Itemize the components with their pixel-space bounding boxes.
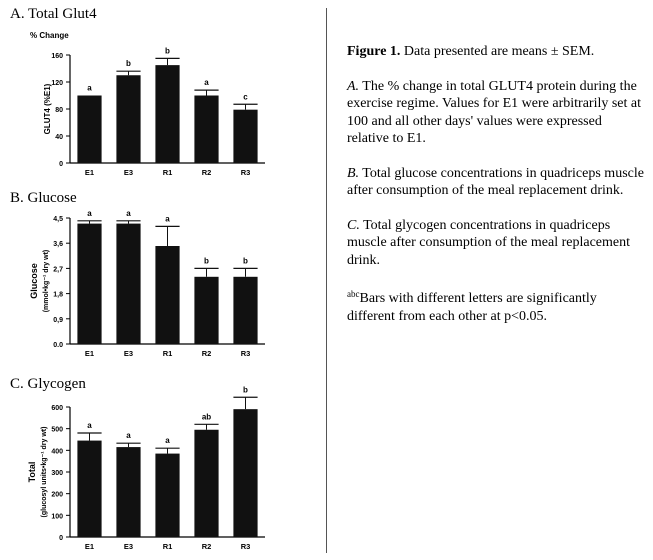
y-tick-label: 0 [59,161,63,168]
bar [155,453,180,537]
significance-letter: c [243,92,248,101]
y-tick-label: 100 [51,513,63,520]
bar [194,276,219,344]
x-tick-label: E3 [124,168,133,177]
significance-letter: a [87,421,92,430]
y-tick-label: 500 [51,427,63,434]
y-tick-label: 40 [55,134,63,141]
x-tick-label: R1 [163,168,173,177]
y-tick-label: 400 [51,448,63,455]
panel-c-title: C. Glycogen [10,376,86,392]
bar [155,65,180,163]
bar [116,223,141,344]
caption-b-text: Total glucose concentrations in quadrice… [347,165,644,199]
y-tick-label: 300 [51,470,63,477]
x-tick-label: E1 [85,542,94,551]
y-tick-label: 0,9 [53,317,63,324]
significance-letter: b [165,46,170,55]
y-tick-label: 80 [55,107,63,114]
y-axis-label-line2: (mmol•kg⁻¹ dry wt) [43,250,50,313]
bar [116,447,141,537]
x-tick-label: R2 [202,349,212,358]
glucose-bar-chart: 0.0 0,9 1,8 2,7 3,6 4,5 Glucose (mmol•kg⁻¹ dry … [29,209,265,358]
caption-a-text: The % change in total GLUT4 protein duri… [347,78,641,147]
caption-title-rest: Data presented are means ± SEM. [400,44,595,59]
caption-a-letter: A. [347,78,360,94]
y-axis-label-line2: (glucosyl units•kg⁻¹ dry wt) [41,427,48,518]
y-tick-label: 0.0 [53,342,63,349]
caption-a: A. The % change in total GLUT4 protein d… [347,78,647,148]
significance-letter: b [243,256,248,265]
caption-intro: Figure 1. Data presented are means ± SEM… [347,43,647,61]
caption-c-text: Total glycogen concentrations in quadric… [347,217,631,268]
significance-letter: a [165,436,170,445]
bar [77,95,102,163]
bar [194,95,219,163]
significance-letter: a [165,214,170,223]
glycogen-bar-chart: 0 100 200 300 400 500 600 Total (glucosyl units•… [27,385,265,551]
bar [233,109,258,163]
x-tick-label: R2 [202,542,212,551]
y-axis-label-line1: Glucose [29,263,39,299]
y-tick-label: 600 [51,405,63,412]
significance-letter: b [243,385,248,394]
bar [77,223,102,344]
panel-a-title: A. Total Glut4 [10,6,97,22]
y-tick-label: 3,6 [53,241,63,248]
significance-letter: a [126,431,131,440]
x-tick-label: R2 [202,168,212,177]
bar [233,409,258,537]
y-axis-label: GLUT4 (%E1) [43,83,52,134]
glut4-bar-chart: 0 40 80 120 160 % Change GLUT4 (%E1) E1 a E3 b R1 b R… [30,31,265,177]
x-tick-label: R3 [241,168,251,177]
y-tick-label: 200 [51,492,63,499]
bar [233,276,258,344]
y-tick-label: 120 [51,80,63,87]
x-tick-label: R3 [241,542,251,551]
caption-note-text: Bars with different letters are signific… [347,291,597,324]
significance-letter: a [126,209,131,218]
significance-letter: a [204,78,209,87]
x-tick-label: E1 [85,349,94,358]
significance-letter: b [204,256,209,265]
significance-letter: a [87,209,92,218]
caption-title: Figure 1. [347,44,401,59]
caption-note: abcBars with different letters are signi… [347,286,647,325]
figure-caption: Figure 1. Data presented are means ± SEM… [347,43,647,342]
x-tick-label: R1 [163,349,173,358]
bar [155,246,180,344]
caption-c-letter: C. [347,217,360,233]
bar [194,429,219,537]
x-tick-label: R1 [163,542,173,551]
y-tick-label: 1,8 [53,292,63,299]
x-tick-label: E3 [124,349,133,358]
vertical-divider [326,8,327,553]
caption-b: B. Total glucose concentrations in quadr… [347,165,647,200]
y-tick-label: 160 [51,53,63,60]
y-tick-label: 2,7 [53,266,63,273]
panel-b-title: B. Glucose [10,190,77,206]
caption-note-sup: abc [347,289,360,299]
y-tick-label: 0 [59,535,63,542]
y-axis-label-line1: Total [27,462,37,483]
x-tick-label: E3 [124,542,133,551]
bar [116,75,141,163]
chart-subtitle: % Change [30,31,69,40]
y-tick-label: 4,5 [53,216,63,223]
x-tick-label: R3 [241,349,251,358]
significance-letter: a [87,84,92,93]
bar [77,440,102,537]
x-tick-label: E1 [85,168,94,177]
significance-letter: b [126,59,131,68]
significance-letter: ab [202,412,211,421]
caption-b-letter: B. [347,165,360,181]
caption-c: C. Total glycogen concentrations in quad… [347,217,647,270]
